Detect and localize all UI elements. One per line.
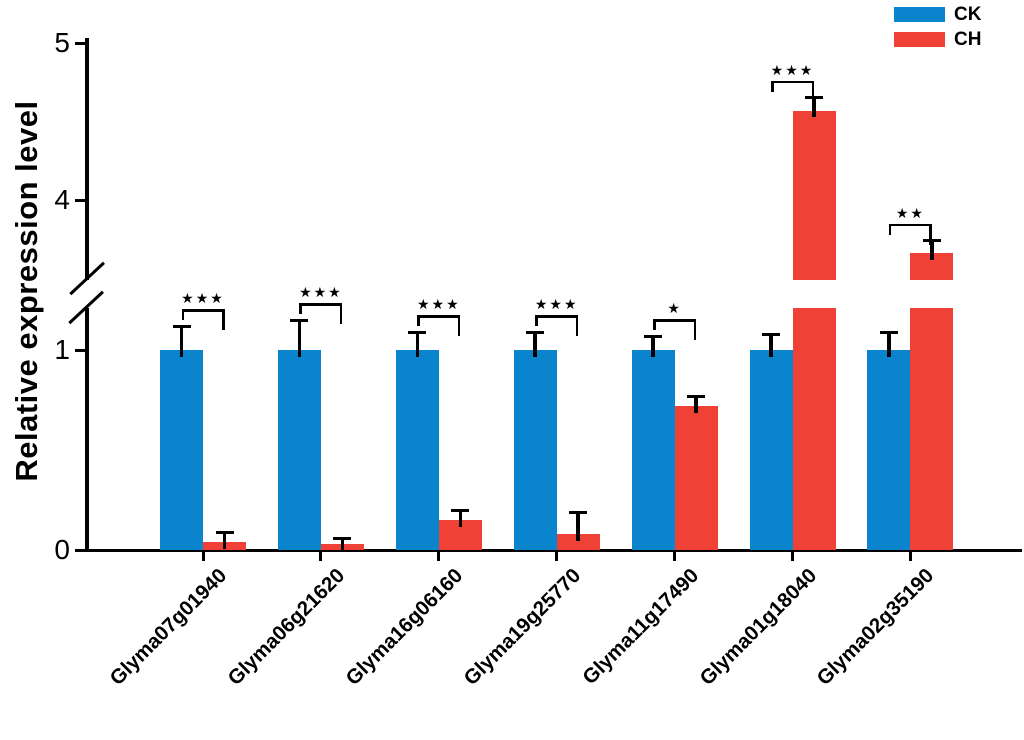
sig-stars: ★★★ [416,296,461,312]
x-tick [555,550,559,561]
error-bar-stem [297,320,302,357]
y-tick-label: 5 [54,27,70,58]
bar-ck [631,350,675,550]
y-axis-upper-segment [85,38,89,280]
error-bar-stem [812,97,816,118]
bar-ch-lower [910,308,954,550]
error-bar-stem [694,396,698,413]
sig-bracket-right-tick [811,80,814,102]
sig-bracket-left-tick [181,309,184,320]
error-bar-cap [922,239,941,243]
error-bar-stem [930,240,934,261]
y-axis-title: Relative expression level [9,100,44,482]
sig-stars: ★★★ [299,284,343,300]
y-tick [75,548,86,552]
legend: CK CH [894,4,982,57]
error-bar-stem [651,336,655,357]
error-bar-cap [172,324,191,328]
error-bar-stem [458,510,463,527]
bar-ck [160,350,203,550]
y-tick-label: 0 [54,534,70,565]
error-bar-cap [451,508,470,512]
error-bar-cap [569,510,588,514]
sig-bracket-left-tick [535,315,538,326]
y-tick [75,348,86,352]
error-bar-stem [533,332,537,357]
bar-ck [395,350,439,550]
legend-label: CK [954,4,982,25]
sig-bracket-line [771,80,814,84]
legend-item: CH [894,29,982,50]
error-bar-cap [762,332,780,336]
legend-label: CH [954,29,982,50]
bar-ck [867,350,911,550]
sig-bracket-left-tick [771,80,774,92]
sig-bracket-line [417,315,461,318]
bar-ch-lower [792,308,836,550]
x-tick [908,550,912,561]
bar-ch [674,406,718,550]
error-bar-cap [526,330,545,334]
sig-bracket-line [653,319,697,322]
sig-bracket-right-tick [929,223,932,245]
error-bar-cap [215,530,234,534]
y-axis-lower-segment [85,308,89,552]
error-bar-stem [415,332,420,357]
bar-ck [513,350,557,550]
error-bar-stem [769,334,773,357]
error-bar-cap [644,334,663,338]
sig-bracket-line [181,309,225,312]
y-tick [75,198,86,202]
x-tick [201,550,205,561]
sig-bracket-right-tick [575,315,579,336]
x-tick [319,550,323,561]
x-axis-line [85,548,1022,552]
error-bar-cap [805,96,823,100]
error-bar-stem [576,512,580,541]
error-bar-stem [340,538,345,551]
error-bar-stem [179,326,184,357]
sig-bracket-line [299,303,343,306]
x-tick [437,550,441,561]
error-bar-cap [333,536,352,540]
sig-bracket-line [888,223,932,227]
sig-bracket-right-tick [457,315,461,336]
x-tick [791,550,794,561]
sig-stars: ★★★ [181,290,225,306]
sig-stars: ★★★ [770,61,815,78]
sig-bracket-left-tick [417,315,420,326]
error-bar-cap [687,394,706,398]
sig-bracket-line [535,315,579,318]
error-bar-stem [887,332,891,357]
bar-ck [277,350,321,550]
legend-swatch-ch [894,32,945,47]
sig-stars: ★★ [895,204,925,221]
sig-bracket-right-tick [339,303,343,324]
y-tick-label: 4 [54,184,70,215]
bar-ck [749,350,793,550]
bar-ch [556,534,600,550]
sig-bracket-right-tick [693,319,697,340]
error-bar-cap [879,330,898,334]
sig-bracket-left-tick [299,303,302,314]
bar-ch-upper [792,110,836,280]
error-bar-cap [408,330,427,334]
sig-stars: ★★★ [534,296,579,312]
sig-bracket-left-tick [653,319,656,330]
legend-swatch-ck [894,7,945,22]
y-tick [75,41,86,45]
error-bar-cap [290,318,309,322]
sig-bracket-left-tick [888,223,892,235]
sig-stars: ★ [667,300,682,316]
legend-item: CK [894,4,982,25]
y-tick-label: 1 [54,334,70,365]
sig-bracket-right-tick [222,309,225,330]
error-bar-stem [222,532,227,549]
x-tick [673,550,677,561]
